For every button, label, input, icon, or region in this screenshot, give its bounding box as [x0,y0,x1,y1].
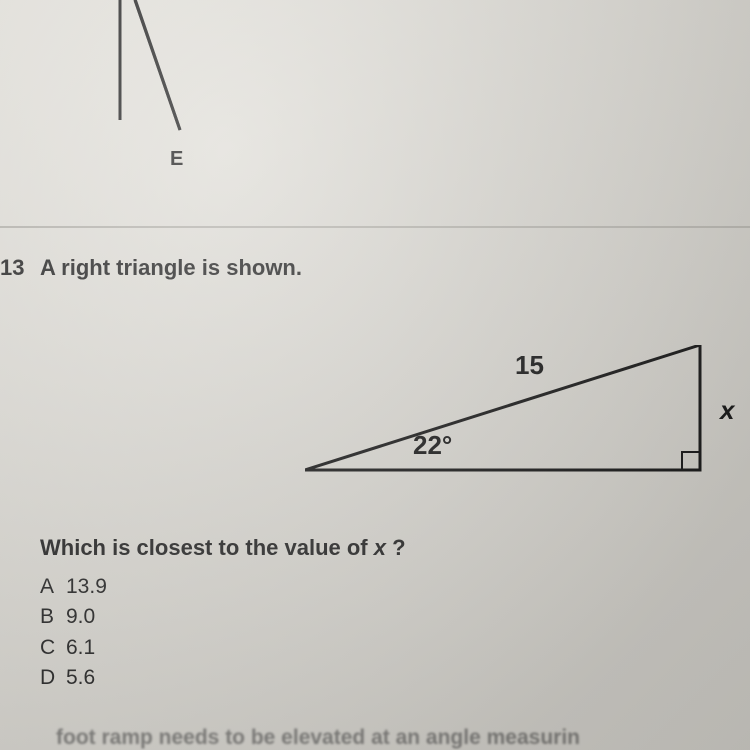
choice-text: 6.1 [66,636,95,659]
question-stem: A right triangle is shown. [40,255,302,281]
ask-suffix: ? [386,535,406,560]
choice-letter: A [40,572,66,602]
question-ask: Which is closest to the value of x ? [40,535,406,561]
choice-b: B9.0 [40,602,107,632]
question-number: 13 [0,255,24,281]
prev-vertex-label: E [170,148,183,171]
choice-text: 5.6 [66,666,95,689]
section-rule [0,226,750,228]
choice-letter: C [40,633,66,663]
triangle-svg [305,345,715,475]
choice-c: C6.1 [40,633,107,663]
worksheet-page: E 13 A right triangle is shown. 15 x 22°… [0,0,750,750]
choice-letter: B [40,602,66,632]
angle-label: 22° [413,430,452,461]
choice-a: A13.9 [40,572,107,602]
choice-letter: D [40,663,66,693]
hypotenuse-label: 15 [515,350,544,381]
answer-choices: A13.9 B9.0 C6.1 D5.6 [40,572,107,694]
ask-prefix: Which is closest to the value of [40,535,374,560]
ask-variable: x [374,535,386,560]
choice-text: 9.0 [66,605,95,628]
triangle-diagram: 15 x 22° [305,345,735,475]
previous-question-fragment [115,0,235,150]
choice-text: 13.9 [66,575,107,598]
opposite-side-label: x [720,395,734,426]
choice-d: D5.6 [40,663,107,693]
next-question-fragment: foot ramp needs to be elevated at an ang… [56,726,580,750]
prev-triangle-svg [115,0,235,150]
